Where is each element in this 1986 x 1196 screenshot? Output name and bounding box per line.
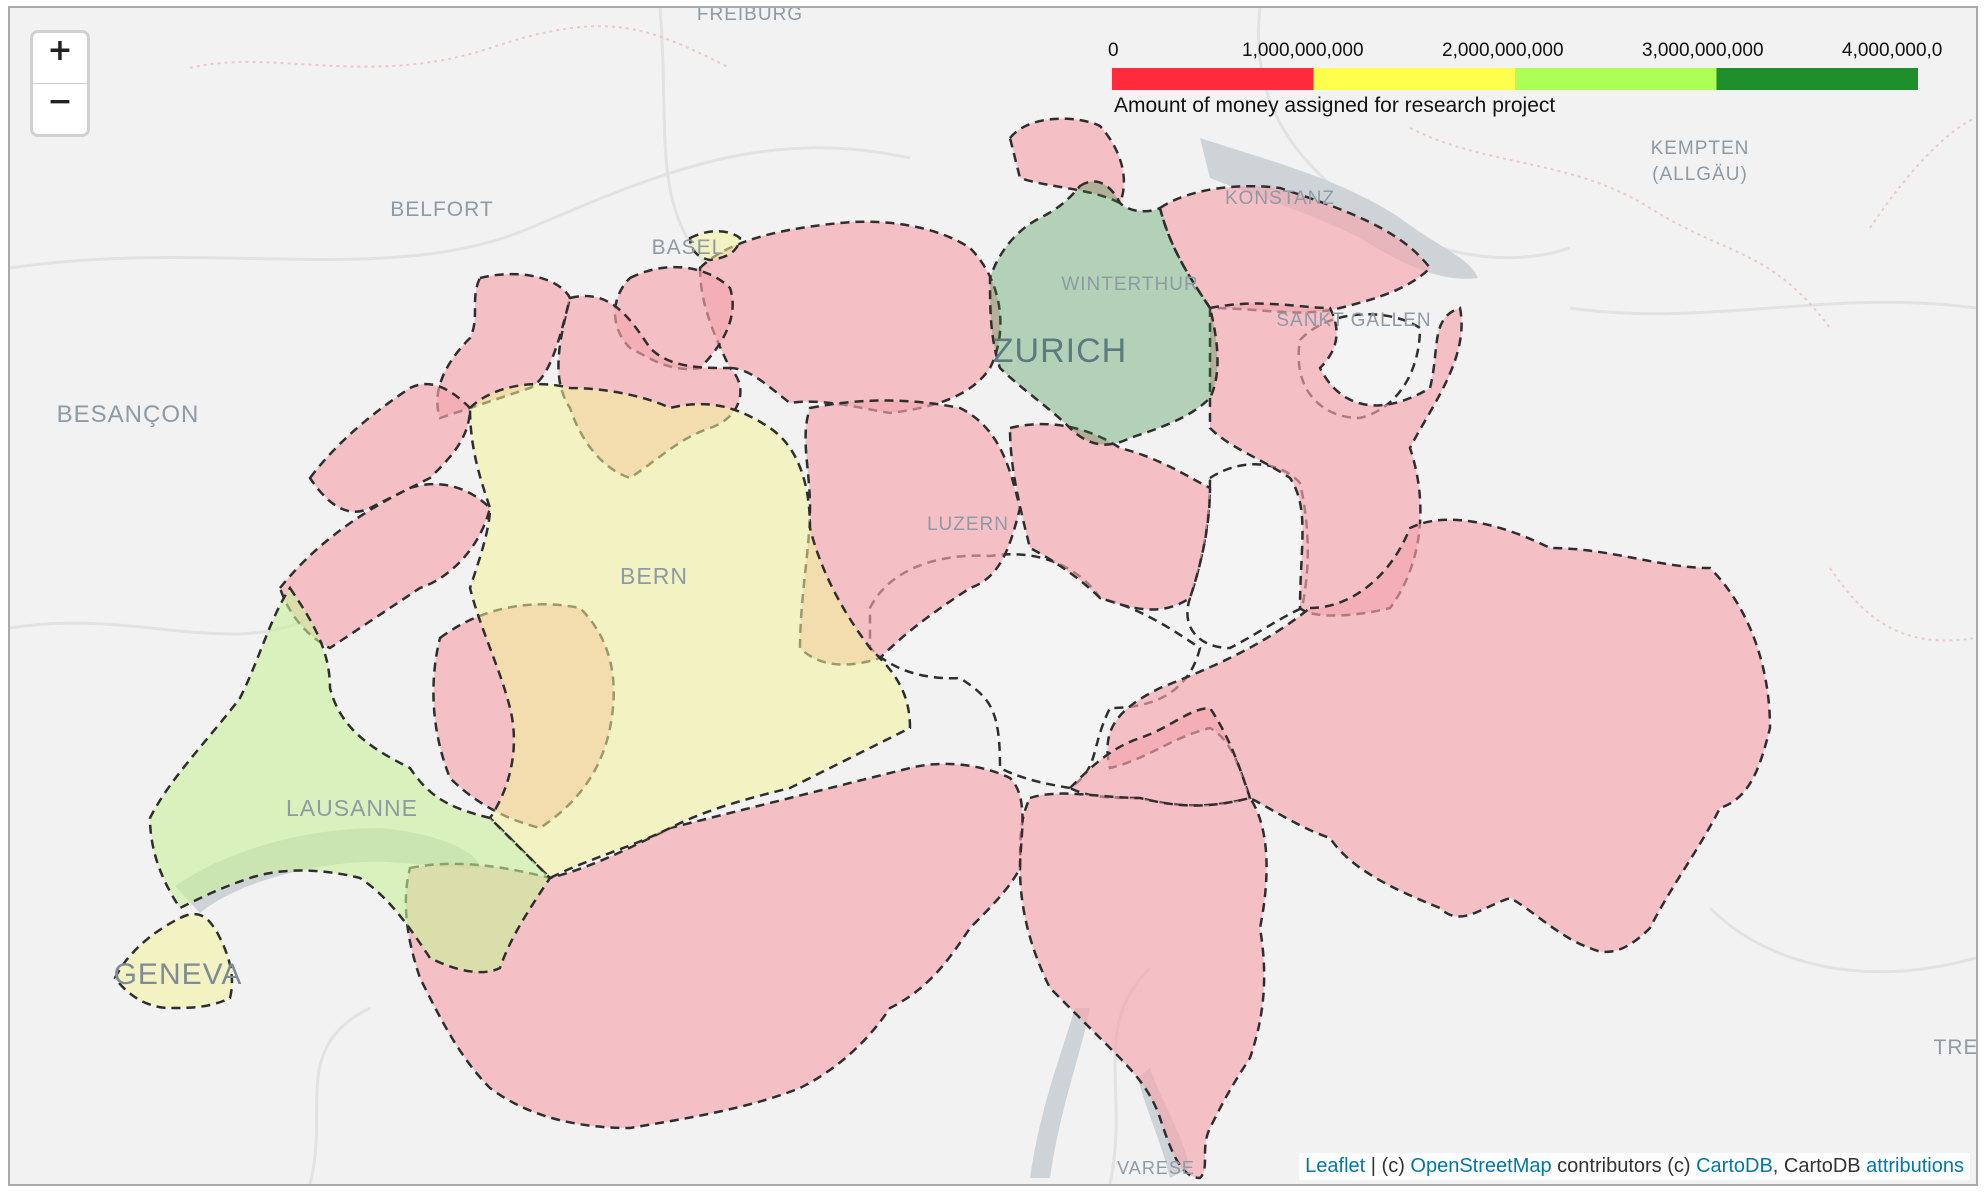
attribution-text: contributors (c) xyxy=(1551,1155,1697,1177)
legend-bin-0 xyxy=(1112,68,1314,90)
regions-top[interactable] xyxy=(988,180,1219,446)
place-label: GENEVA xyxy=(114,958,243,991)
lake-maggiore xyxy=(1030,1008,1090,1178)
region-st-gallen xyxy=(1208,302,1463,617)
attribution-text: | (c) xyxy=(1365,1155,1411,1177)
region-central-cantons xyxy=(868,553,1202,790)
place-label: BERN xyxy=(620,563,688,589)
place-label: (ALLGÄU) xyxy=(1652,164,1748,185)
region-glarus xyxy=(1186,463,1309,650)
place-label: ZURICH xyxy=(993,332,1127,370)
region-zug-schwyz xyxy=(1008,422,1212,611)
regions-no-data[interactable] xyxy=(868,313,1422,790)
regions-mid[interactable] xyxy=(113,230,912,1010)
legend-tick: 3,000,000,000 xyxy=(1642,40,1764,61)
legend-caption: Amount of money assigned for research pr… xyxy=(1114,94,1556,117)
place-label: KONSTANZ xyxy=(1225,188,1335,209)
attribution-text: , CartoDB xyxy=(1772,1155,1867,1177)
place-label: LAUSANNE xyxy=(286,795,418,821)
region-aargau xyxy=(698,220,1002,415)
place-label: FREIBURG xyxy=(697,8,803,25)
choropleth-map[interactable]: FREIBURG BELFORT BASEL BESANÇON WINTERTH… xyxy=(10,8,1976,1184)
color-legend: 0 1,000,000,000 2,000,000,000 3,000,000,… xyxy=(1108,34,1968,124)
place-label: WINTERTHUR xyxy=(1061,274,1198,295)
region-geneva xyxy=(113,912,234,1010)
leaflet-link[interactable]: Leaflet xyxy=(1305,1155,1366,1177)
legend-tick: 1,000,000,000 xyxy=(1242,40,1364,61)
place-label: TRE xyxy=(1934,1036,1977,1059)
legend-bin-3 xyxy=(1716,68,1918,90)
legend-tick: 0 xyxy=(1108,40,1119,61)
region-vaud xyxy=(148,585,552,974)
zoom-control: + − xyxy=(30,30,90,137)
legend-tick: 4,000,000,0 xyxy=(1842,40,1943,61)
basemap-country-borders xyxy=(189,25,1976,642)
place-label: LUZERN xyxy=(927,514,1009,535)
place-label: SANKT GALLEN xyxy=(1276,310,1431,331)
region-ticino xyxy=(1018,792,1268,1180)
regions-low[interactable] xyxy=(278,117,1772,1180)
region-basel-stadt xyxy=(688,230,742,262)
region-neuchatel xyxy=(278,482,492,650)
region-valais xyxy=(404,762,1024,1130)
region-bern xyxy=(468,382,912,880)
legend-color-bar xyxy=(1112,68,1918,90)
region-zurich xyxy=(988,180,1219,446)
place-label: BELFORT xyxy=(390,198,493,221)
legend-tick: 2,000,000,000 xyxy=(1442,40,1564,61)
map-attribution: Leaflet | (c) OpenStreetMap contributors… xyxy=(1299,1153,1970,1180)
place-label: KEMPTEN xyxy=(1651,138,1750,159)
place-label: VARESE xyxy=(1117,1158,1195,1178)
legend-bin-2 xyxy=(1515,68,1717,90)
zoom-out-button[interactable]: − xyxy=(33,83,87,134)
place-label: BASEL xyxy=(652,236,725,259)
regions-high[interactable] xyxy=(148,585,552,974)
place-label: BESANÇON xyxy=(57,401,200,428)
openstreetmap-link[interactable]: OpenStreetMap xyxy=(1410,1155,1552,1177)
legend-bin-1 xyxy=(1313,68,1515,90)
zoom-in-button[interactable]: + xyxy=(47,33,73,68)
region-jura-vaud-north xyxy=(308,382,472,513)
cartodb-link[interactable]: CartoDB xyxy=(1696,1155,1773,1177)
place-labels: FREIBURG BELFORT BASEL BESANÇON WINTERTH… xyxy=(57,8,1976,1178)
attributions-link[interactable]: attributions xyxy=(1866,1155,1964,1177)
region-graubuenden xyxy=(1106,518,1772,954)
map-container[interactable]: FREIBURG BELFORT BASEL BESANÇON WINTERTH… xyxy=(8,6,1978,1186)
